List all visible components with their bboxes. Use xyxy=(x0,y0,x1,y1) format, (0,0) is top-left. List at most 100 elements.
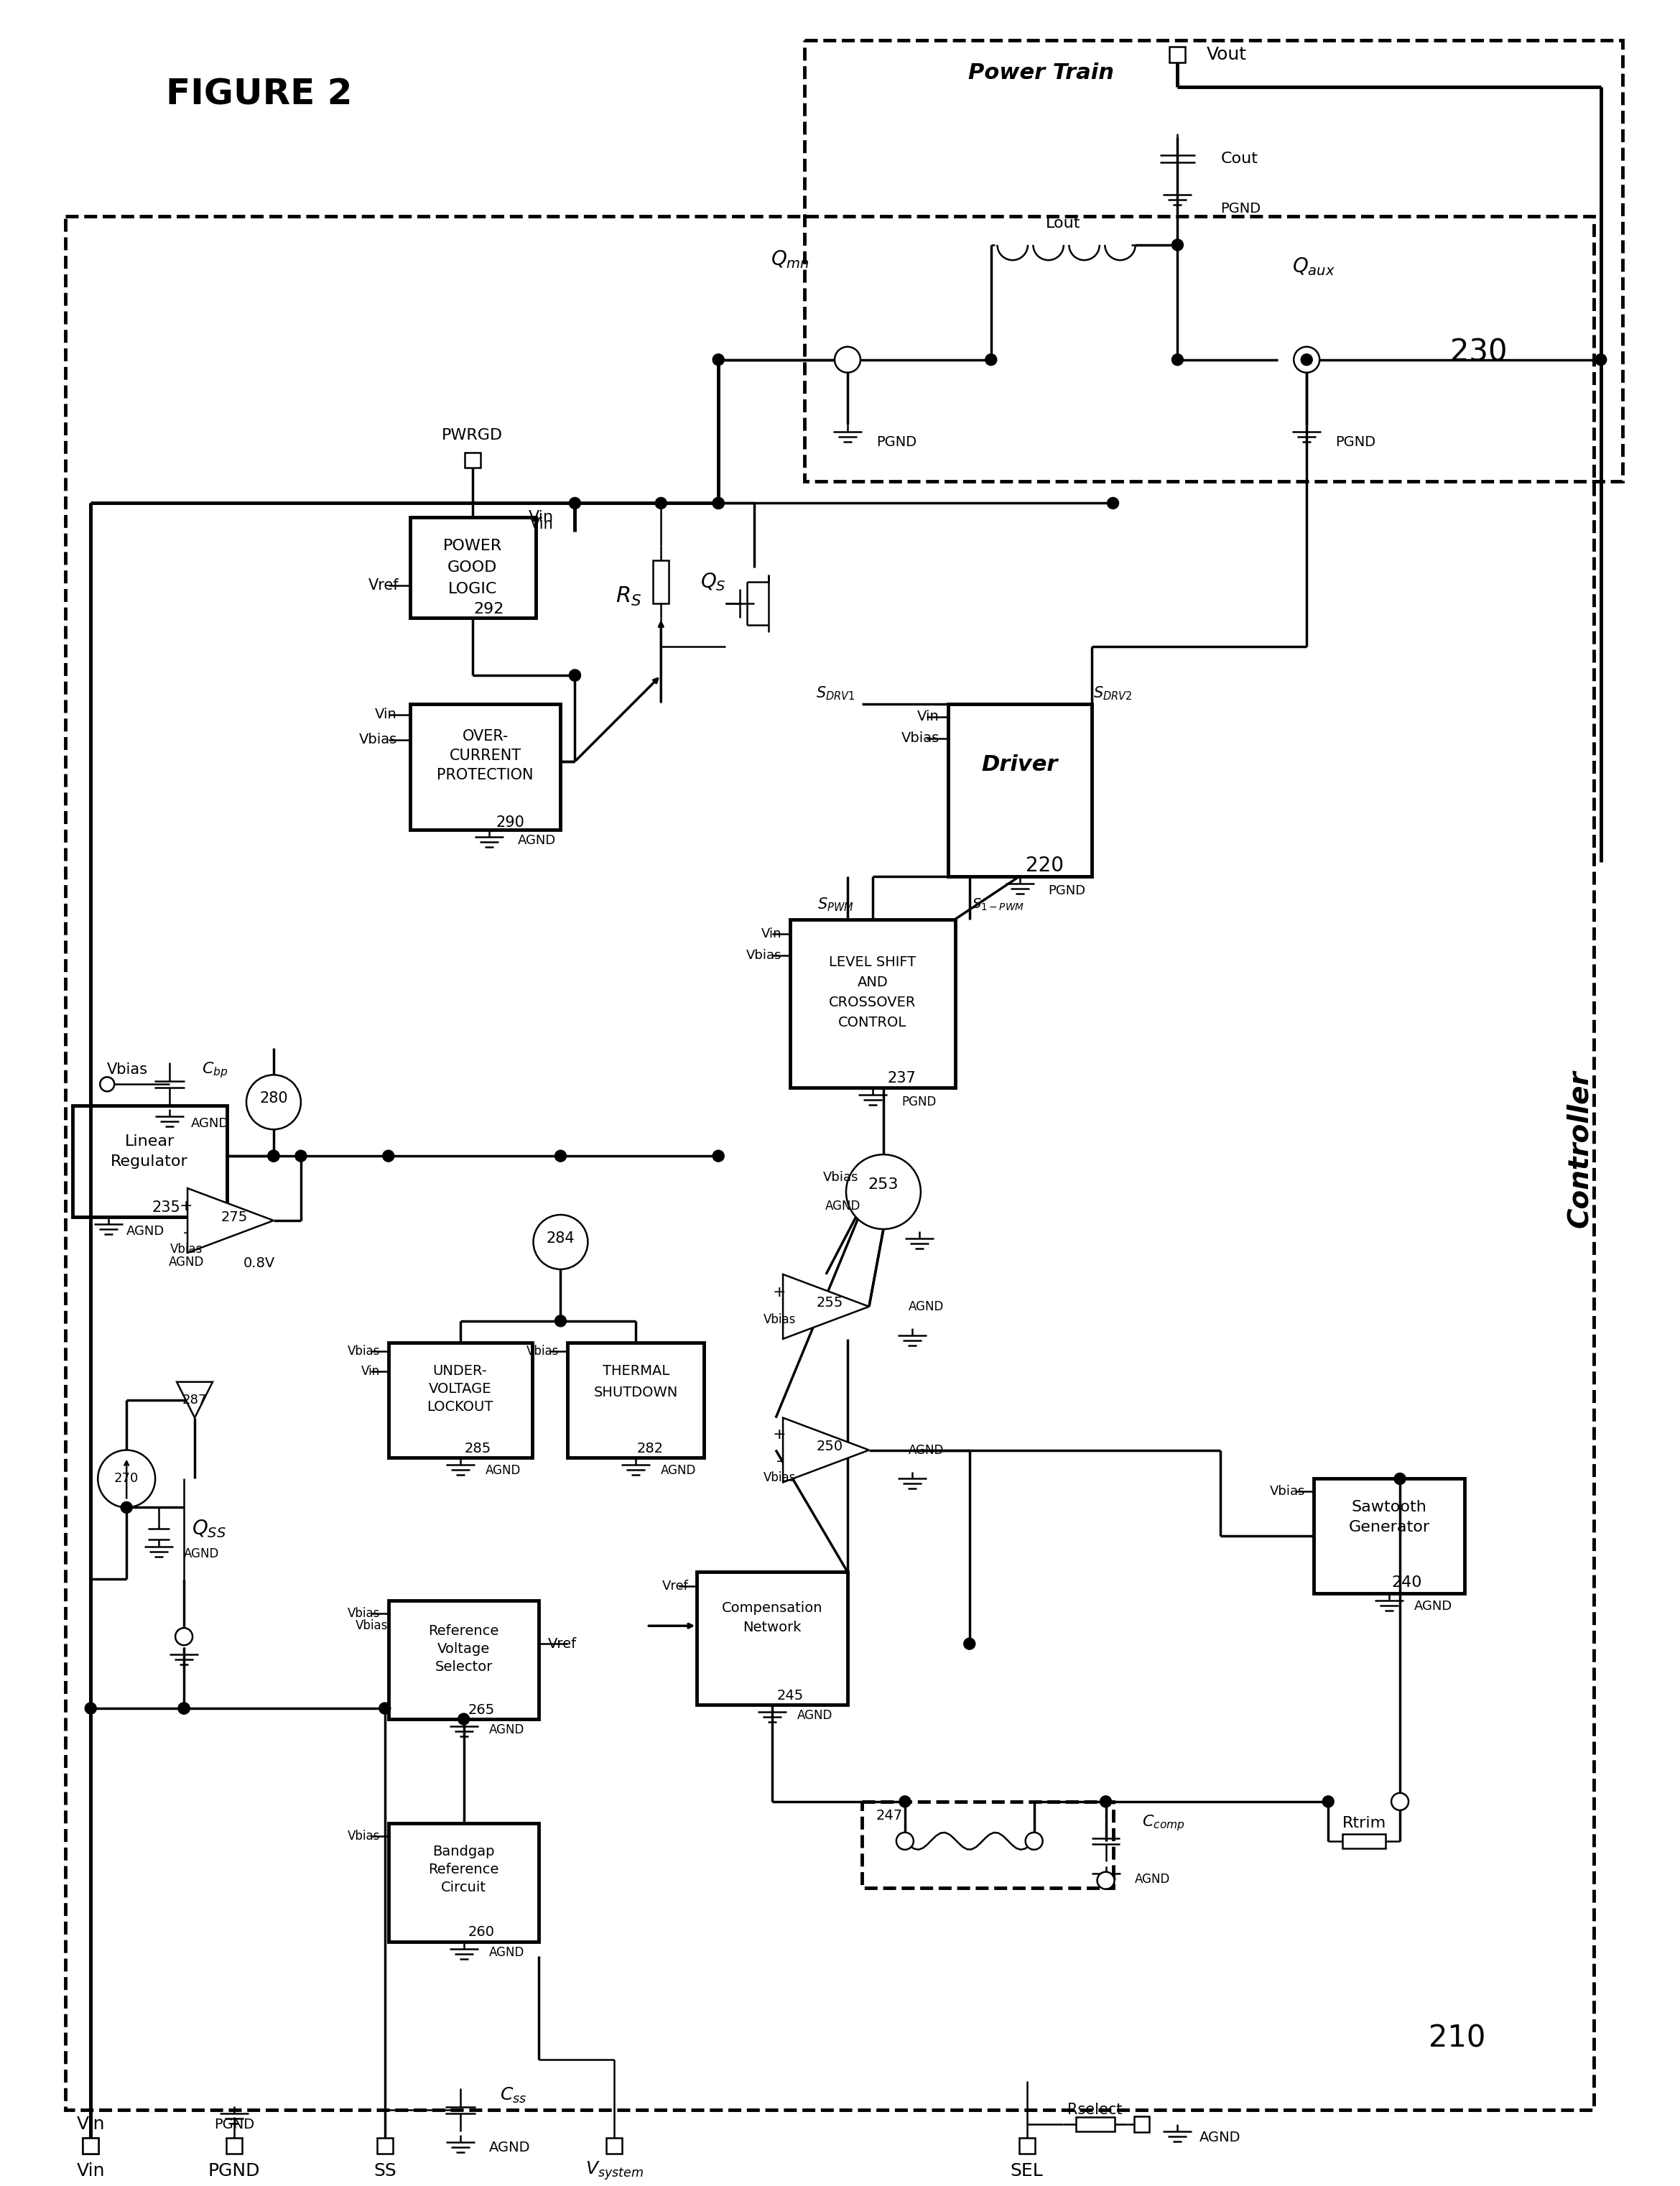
Text: Vbias: Vbias xyxy=(746,949,781,962)
Text: $S_{PWM}$: $S_{PWM}$ xyxy=(816,896,853,914)
Text: PGND: PGND xyxy=(1048,883,1085,896)
Bar xyxy=(388,1600,539,1718)
Text: Vin: Vin xyxy=(77,2116,104,2134)
Text: AGND: AGND xyxy=(486,1465,521,1476)
Text: Vbias: Vbias xyxy=(823,1172,858,1185)
Text: Vref: Vref xyxy=(662,1580,689,1594)
Text: AGND: AGND xyxy=(798,1709,833,1723)
Text: Vref: Vref xyxy=(368,579,400,592)
Text: THERMAL: THERMAL xyxy=(603,1364,669,1377)
Text: Power Train: Power Train xyxy=(968,63,1114,83)
Text: AGND: AGND xyxy=(192,1117,230,1130)
Text: Reference: Reference xyxy=(428,1624,499,1637)
Circle shape xyxy=(1107,498,1119,509)
Text: Vbias: Vbias xyxy=(356,1620,388,1633)
Text: +: + xyxy=(773,1427,786,1441)
Text: SS: SS xyxy=(373,2162,396,2179)
Text: AGND: AGND xyxy=(1200,2131,1240,2144)
Text: Vbias: Vbias xyxy=(763,1314,796,1327)
Text: SEL: SEL xyxy=(1010,2162,1043,2179)
Circle shape xyxy=(1394,1473,1406,1484)
Circle shape xyxy=(712,498,724,509)
Text: $C_{ss}$: $C_{ss}$ xyxy=(499,2085,526,2105)
Text: PGND: PGND xyxy=(208,2162,260,2179)
Circle shape xyxy=(835,348,860,372)
Text: PWRGD: PWRGD xyxy=(442,428,502,442)
Text: POWER: POWER xyxy=(444,540,502,553)
Text: Vbias: Vbias xyxy=(526,1344,559,1358)
Bar xyxy=(862,1801,1112,1889)
Circle shape xyxy=(533,1215,588,1270)
Circle shape xyxy=(554,1150,566,1161)
Circle shape xyxy=(570,669,581,682)
Text: 284: 284 xyxy=(546,1231,575,1246)
Bar xyxy=(1020,2138,1035,2153)
Circle shape xyxy=(899,1797,911,1808)
Text: 265: 265 xyxy=(469,1703,496,1716)
Text: LOCKOUT: LOCKOUT xyxy=(427,1401,494,1414)
Circle shape xyxy=(984,354,996,365)
Text: Driver: Driver xyxy=(981,754,1058,776)
Circle shape xyxy=(380,1703,390,1714)
Text: AGND: AGND xyxy=(168,1255,203,1268)
Text: Lout: Lout xyxy=(1045,216,1080,230)
Text: $S_{DRV2}$: $S_{DRV2}$ xyxy=(1094,684,1132,702)
Text: +: + xyxy=(773,1285,786,1298)
Text: LEVEL SHIFT: LEVEL SHIFT xyxy=(830,955,916,968)
Text: CONTROL: CONTROL xyxy=(838,1016,907,1030)
Text: Vin: Vin xyxy=(528,509,553,525)
Text: CURRENT: CURRENT xyxy=(449,748,521,763)
Bar xyxy=(1342,1834,1386,1847)
Polygon shape xyxy=(783,1419,869,1482)
Text: LOGIC: LOGIC xyxy=(449,581,497,597)
Text: Cout: Cout xyxy=(1221,151,1258,166)
Text: -: - xyxy=(183,1226,190,1239)
Text: Vin: Vin xyxy=(529,518,553,531)
Bar xyxy=(82,2138,99,2153)
Text: $C_{comp}$: $C_{comp}$ xyxy=(1142,1814,1184,1832)
Text: AGND: AGND xyxy=(1415,1600,1453,1613)
Text: PGND: PGND xyxy=(1336,435,1376,448)
Circle shape xyxy=(459,1714,469,1725)
Polygon shape xyxy=(783,1274,869,1338)
Circle shape xyxy=(86,1703,96,1714)
Circle shape xyxy=(570,498,581,509)
Text: 220: 220 xyxy=(1026,855,1063,874)
Text: Voltage: Voltage xyxy=(437,1642,491,1655)
Text: GOOD: GOOD xyxy=(447,560,497,575)
Circle shape xyxy=(1025,1832,1043,1849)
Text: 245: 245 xyxy=(776,1688,803,1703)
Text: AGND: AGND xyxy=(517,833,556,846)
Circle shape xyxy=(1300,354,1312,365)
Circle shape xyxy=(267,1150,279,1161)
Circle shape xyxy=(897,1832,914,1849)
Text: Network: Network xyxy=(743,1620,801,1635)
Circle shape xyxy=(1100,1797,1112,1808)
Circle shape xyxy=(712,354,724,365)
Circle shape xyxy=(1391,1793,1408,1810)
Text: Vin: Vin xyxy=(761,927,781,940)
Bar xyxy=(227,2138,242,2153)
Bar xyxy=(376,2138,393,2153)
Text: $Q_{SS}$: $Q_{SS}$ xyxy=(192,1519,227,1539)
Text: CROSSOVER: CROSSOVER xyxy=(828,995,916,1010)
Text: UNDER-: UNDER- xyxy=(433,1364,487,1377)
Text: $Q_S$: $Q_S$ xyxy=(701,571,726,592)
Text: PGND: PGND xyxy=(902,1095,936,1108)
Circle shape xyxy=(847,1154,921,1229)
Bar xyxy=(464,453,480,468)
Text: 247: 247 xyxy=(877,1810,902,1823)
Text: 235: 235 xyxy=(151,1200,180,1215)
Text: 275: 275 xyxy=(220,1211,247,1224)
Text: Vin: Vin xyxy=(375,708,396,721)
Bar xyxy=(66,216,1594,2109)
Circle shape xyxy=(296,1150,307,1161)
Bar xyxy=(1314,1478,1465,1594)
Text: Vbias: Vbias xyxy=(763,1471,796,1484)
Circle shape xyxy=(1097,1871,1114,1889)
Text: 282: 282 xyxy=(637,1443,664,1456)
Text: Vbias: Vbias xyxy=(360,732,396,748)
Text: SHUTDOWN: SHUTDOWN xyxy=(593,1386,679,1399)
Circle shape xyxy=(655,498,667,509)
Circle shape xyxy=(247,1076,301,1130)
